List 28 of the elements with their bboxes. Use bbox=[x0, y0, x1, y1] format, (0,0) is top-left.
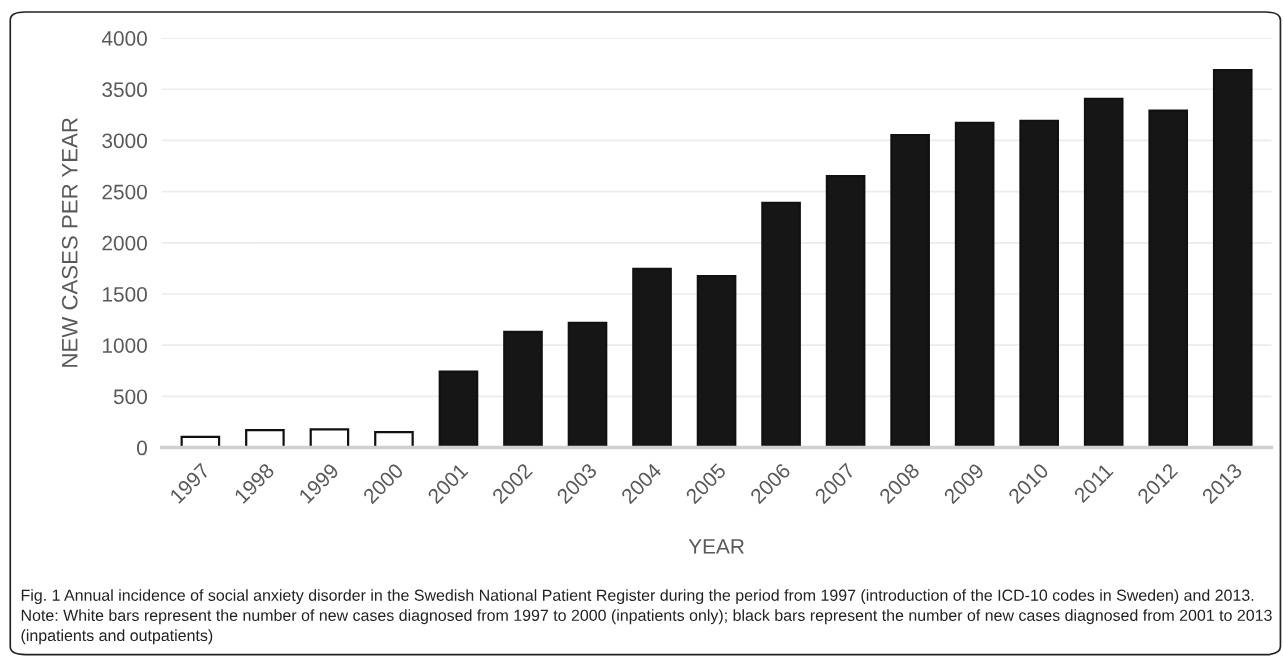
bar bbox=[438, 370, 479, 448]
bar bbox=[890, 134, 930, 448]
bar bbox=[954, 121, 995, 448]
bar bbox=[1148, 109, 1189, 448]
bar bbox=[825, 175, 866, 448]
y-tick-label: 1500 bbox=[103, 287, 147, 302]
x-axis-title: YEAR bbox=[688, 539, 744, 554]
y-tick-label: 2500 bbox=[102, 184, 147, 200]
bar bbox=[567, 321, 608, 448]
bar bbox=[632, 267, 672, 448]
bar bbox=[245, 429, 285, 448]
y-tick-label: 4000 bbox=[101, 31, 147, 46]
bar bbox=[761, 201, 801, 448]
y-tick-label: 0 bbox=[137, 440, 147, 456]
bar bbox=[1019, 119, 1059, 448]
bar bbox=[696, 275, 737, 448]
bar bbox=[1083, 97, 1124, 448]
y-tick-label: 500 bbox=[113, 389, 147, 405]
bar bbox=[503, 330, 543, 448]
y-axis-title: NEW CASES PER YEAR bbox=[61, 118, 78, 367]
y-tick-label: 2000 bbox=[102, 235, 147, 251]
y-tick-label: 3000 bbox=[102, 133, 147, 149]
caption: Fig. 1 Annual incidence of social anxiety disorder in the Swedish National Patient Register during the period from 1997 (introduction of the ICD-10 codes in Sweden) and 2013. Note: White bars represent the number of new cases diagnosed from 1997 to 2000 (inpatients only); black bars represent the number of new cases diagnosed from 2001 to 2013 (inpatients and outpatients) bbox=[21, 589, 1272, 645]
y-tick-label: 1000 bbox=[103, 338, 147, 353]
bar bbox=[1212, 68, 1253, 448]
y-tick-label: 3500 bbox=[102, 82, 147, 98]
bar bbox=[374, 431, 414, 448]
bar bbox=[309, 428, 350, 448]
